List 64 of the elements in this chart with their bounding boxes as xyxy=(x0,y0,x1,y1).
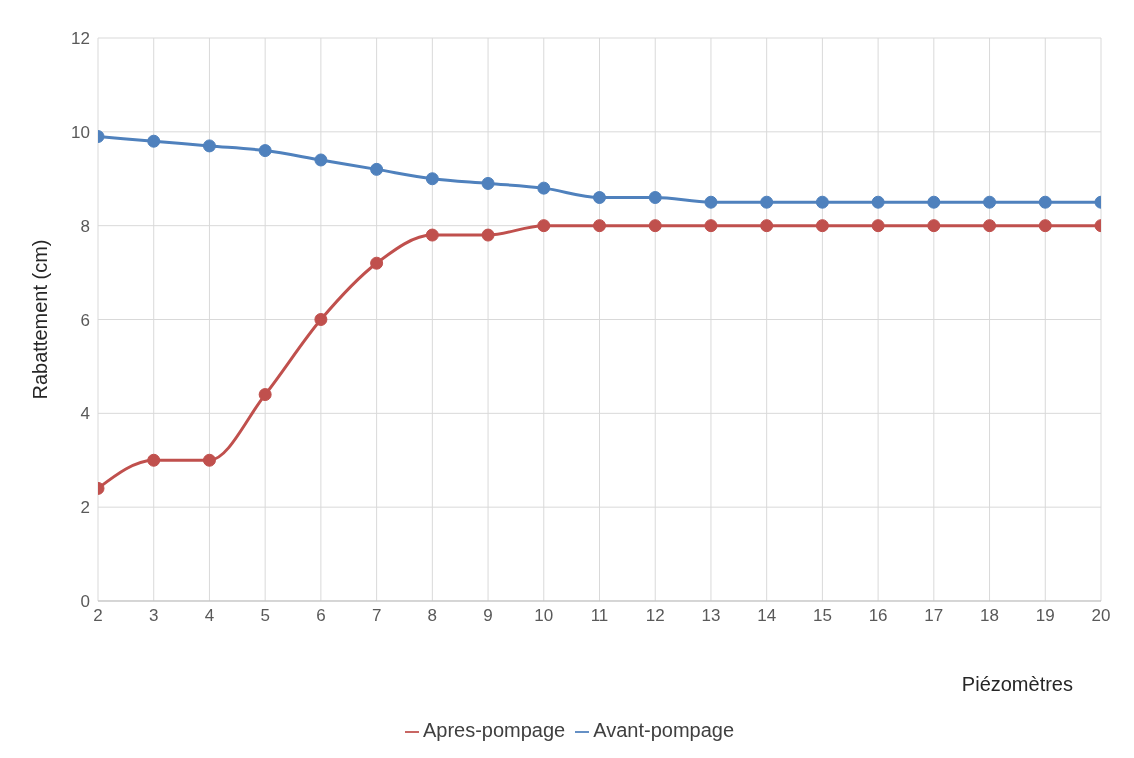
point xyxy=(704,195,718,209)
point xyxy=(704,219,718,233)
point xyxy=(1038,219,1052,233)
point xyxy=(258,144,272,158)
point xyxy=(593,191,606,205)
point xyxy=(983,195,997,209)
y-tick-label: 2 xyxy=(80,498,90,518)
x-tick-label: 6 xyxy=(316,606,326,626)
point xyxy=(760,219,774,233)
point xyxy=(258,388,272,402)
point xyxy=(537,181,551,195)
point xyxy=(202,139,216,153)
x-tick-label: 19 xyxy=(1035,606,1055,626)
x-tick-label: 20 xyxy=(1091,606,1111,626)
y-tick-label: 12 xyxy=(71,29,90,49)
y-tick-label: 8 xyxy=(80,216,90,236)
point xyxy=(202,453,216,467)
legend-label: Apres-pompage xyxy=(422,719,566,741)
point xyxy=(927,219,941,233)
x-tick-label: 9 xyxy=(483,606,493,626)
y-tick-label: 4 xyxy=(80,404,90,424)
y-tick-label: 10 xyxy=(71,122,90,142)
x-tick-label: 11 xyxy=(590,606,609,626)
x-tick-label: 14 xyxy=(757,606,777,626)
point xyxy=(370,162,384,176)
x-tick-label: 2 xyxy=(93,606,103,626)
point xyxy=(147,134,161,148)
x-tick-label: 12 xyxy=(645,606,665,626)
point xyxy=(871,219,885,233)
x-tick-label: 7 xyxy=(371,606,382,626)
point xyxy=(425,172,439,186)
x-tick-label: 15 xyxy=(812,606,832,626)
point xyxy=(871,195,885,209)
x-tick-label: 8 xyxy=(427,606,438,626)
point xyxy=(537,219,551,233)
x-tick-label: 16 xyxy=(868,606,888,626)
x-axis-title: Piézomètres xyxy=(961,673,1073,695)
point xyxy=(481,228,495,242)
point xyxy=(593,219,606,233)
point xyxy=(1038,195,1052,209)
x-tick-label: 13 xyxy=(701,606,721,626)
point xyxy=(760,195,774,209)
point xyxy=(314,313,328,326)
point xyxy=(147,453,161,467)
x-tick-label: 3 xyxy=(148,606,159,626)
x-tick-label: 18 xyxy=(980,606,1000,626)
point xyxy=(648,191,662,205)
x-tick-label: 17 xyxy=(924,606,944,626)
x-tick-label: 10 xyxy=(534,606,554,626)
point xyxy=(314,153,328,167)
x-tick-label: 4 xyxy=(204,606,215,626)
point xyxy=(815,219,829,233)
legend-label: Avant-pompage xyxy=(593,719,735,741)
point xyxy=(370,256,384,270)
point xyxy=(983,219,997,233)
point xyxy=(481,176,495,190)
y-tick-label: 6 xyxy=(80,310,90,330)
y-axis-title: Rabattement (cm) xyxy=(29,239,52,400)
y-tick-label: 0 xyxy=(80,592,90,612)
point xyxy=(648,219,662,233)
x-tick-label: 5 xyxy=(260,606,270,626)
point xyxy=(927,195,941,209)
point xyxy=(815,195,829,209)
point xyxy=(425,228,439,242)
